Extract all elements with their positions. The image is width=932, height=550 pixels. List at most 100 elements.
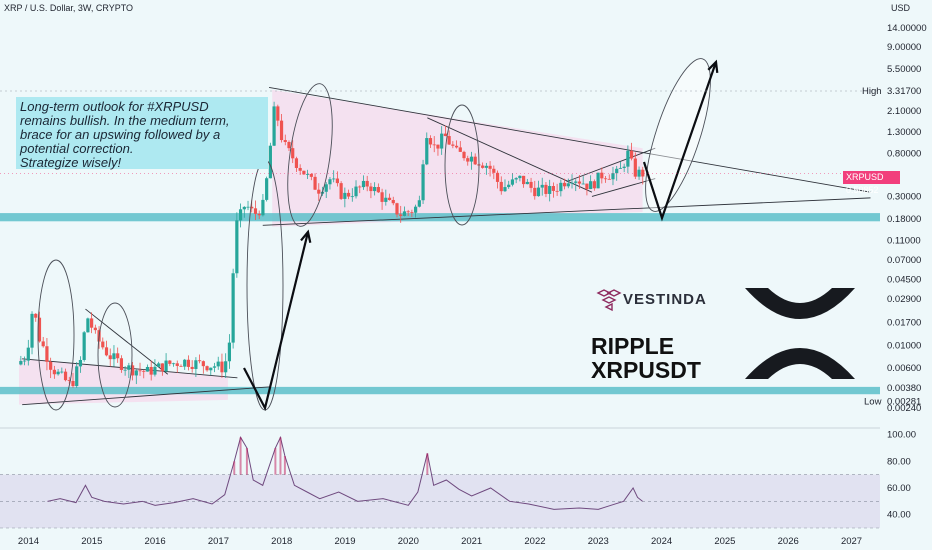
candle-body xyxy=(294,158,299,168)
candle-body xyxy=(268,145,272,179)
candle-body xyxy=(324,184,328,192)
projection-arrow-2024 xyxy=(642,61,718,222)
candle-body xyxy=(130,365,135,376)
candle-body xyxy=(183,359,187,367)
high-marker-label: High xyxy=(862,86,882,97)
price-tick-label: 0.01700 xyxy=(887,317,921,328)
candle-body xyxy=(250,206,254,209)
candle-body xyxy=(566,183,570,187)
projection-ellipse-2025 xyxy=(645,58,711,212)
candle-body xyxy=(469,156,474,162)
price-tick-label: 0.00380 xyxy=(887,383,921,394)
time-axis: 2014 2015 2016 2017 2018 2019 2020 2021 2022 2023… xyxy=(18,536,862,547)
candle-body xyxy=(540,184,544,188)
candle-body xyxy=(198,360,202,362)
candle-body xyxy=(354,186,358,197)
candle-body xyxy=(410,211,414,213)
candle-body xyxy=(216,361,220,367)
candle-body xyxy=(633,158,637,177)
candle-body xyxy=(34,313,38,318)
candle-body xyxy=(112,353,116,360)
candle-body xyxy=(428,138,433,145)
candle-body xyxy=(19,361,23,365)
candle-body xyxy=(536,187,541,197)
candle-body xyxy=(402,211,407,216)
candle-body xyxy=(283,140,287,143)
candle-body xyxy=(175,363,179,366)
outlook-annotation: Long-term outlook for #XRPUSD remains bu… xyxy=(16,97,268,170)
candle-body xyxy=(339,183,343,199)
candle-body xyxy=(600,172,604,179)
candle-body xyxy=(436,144,440,149)
candle-body xyxy=(205,366,209,371)
candle-body xyxy=(164,360,168,372)
candle-body xyxy=(525,181,529,185)
candle-body xyxy=(641,169,645,177)
candle-body xyxy=(488,165,492,169)
candle-body xyxy=(335,178,340,184)
time-tick-label: 2021 xyxy=(461,536,482,547)
price-axis-background xyxy=(880,0,932,550)
candle-body xyxy=(63,371,68,381)
time-tick-label: 2015 xyxy=(81,536,102,547)
time-tick-label: 2018 xyxy=(271,536,292,547)
candle-body xyxy=(626,150,630,167)
time-tick-label: 2022 xyxy=(524,536,545,547)
candle-body xyxy=(551,186,555,191)
trendline-top-2018 xyxy=(268,86,871,193)
candle-body xyxy=(82,332,86,360)
trendline-local-support xyxy=(591,178,656,197)
candle-body xyxy=(157,363,161,367)
candle-body xyxy=(86,318,90,333)
candle-body xyxy=(302,170,306,175)
candle-body xyxy=(585,183,589,190)
candle-body xyxy=(481,165,485,168)
candle-body xyxy=(350,196,354,198)
candle-body xyxy=(119,358,124,370)
trend-drawings xyxy=(0,58,880,412)
candle-body xyxy=(67,380,71,381)
candle-body xyxy=(22,360,27,362)
candle-body xyxy=(272,106,276,146)
candle-body xyxy=(361,180,366,188)
candle-body xyxy=(261,199,265,216)
price-tick-label: 0.80000 xyxy=(887,148,921,159)
candle-body xyxy=(499,181,503,192)
trendline-bottom-2018 xyxy=(262,197,871,226)
candle-body xyxy=(495,172,500,182)
candle-body xyxy=(186,359,191,367)
candle-body xyxy=(533,187,537,197)
low-marker-label: Low xyxy=(864,396,882,407)
candle-body xyxy=(365,180,369,187)
candle-body xyxy=(306,174,310,175)
price-tick-label: 0.30000 xyxy=(887,191,921,202)
candle-body xyxy=(298,167,302,171)
candle-body xyxy=(104,347,109,356)
candle-body xyxy=(142,370,146,372)
price-tick-label: 0.18000 xyxy=(887,214,921,225)
candle-body xyxy=(592,181,596,189)
support-bands xyxy=(0,86,880,406)
candle-body xyxy=(391,199,395,204)
candle-body xyxy=(71,380,75,386)
candle-body xyxy=(358,186,362,188)
candle-body xyxy=(544,184,548,194)
price-tick-label: 0.11000 xyxy=(887,235,921,246)
candle-body xyxy=(443,133,447,137)
time-tick-label: 2025 xyxy=(714,536,735,547)
candle-body xyxy=(30,313,34,348)
candle-body xyxy=(201,361,205,367)
rsi-line xyxy=(47,435,643,510)
trendline-local-asc xyxy=(566,147,656,183)
candle-body xyxy=(447,136,451,145)
candle-body xyxy=(257,213,261,216)
candle-body xyxy=(149,366,153,375)
candle-body xyxy=(75,366,79,386)
time-tick-label: 2026 xyxy=(778,536,799,547)
cycle-ellipse-2014 xyxy=(37,259,75,411)
candle-body xyxy=(313,176,317,190)
candle-body xyxy=(45,346,49,362)
price-tick-label: 0.02900 xyxy=(887,294,921,305)
candle-body xyxy=(253,208,258,214)
